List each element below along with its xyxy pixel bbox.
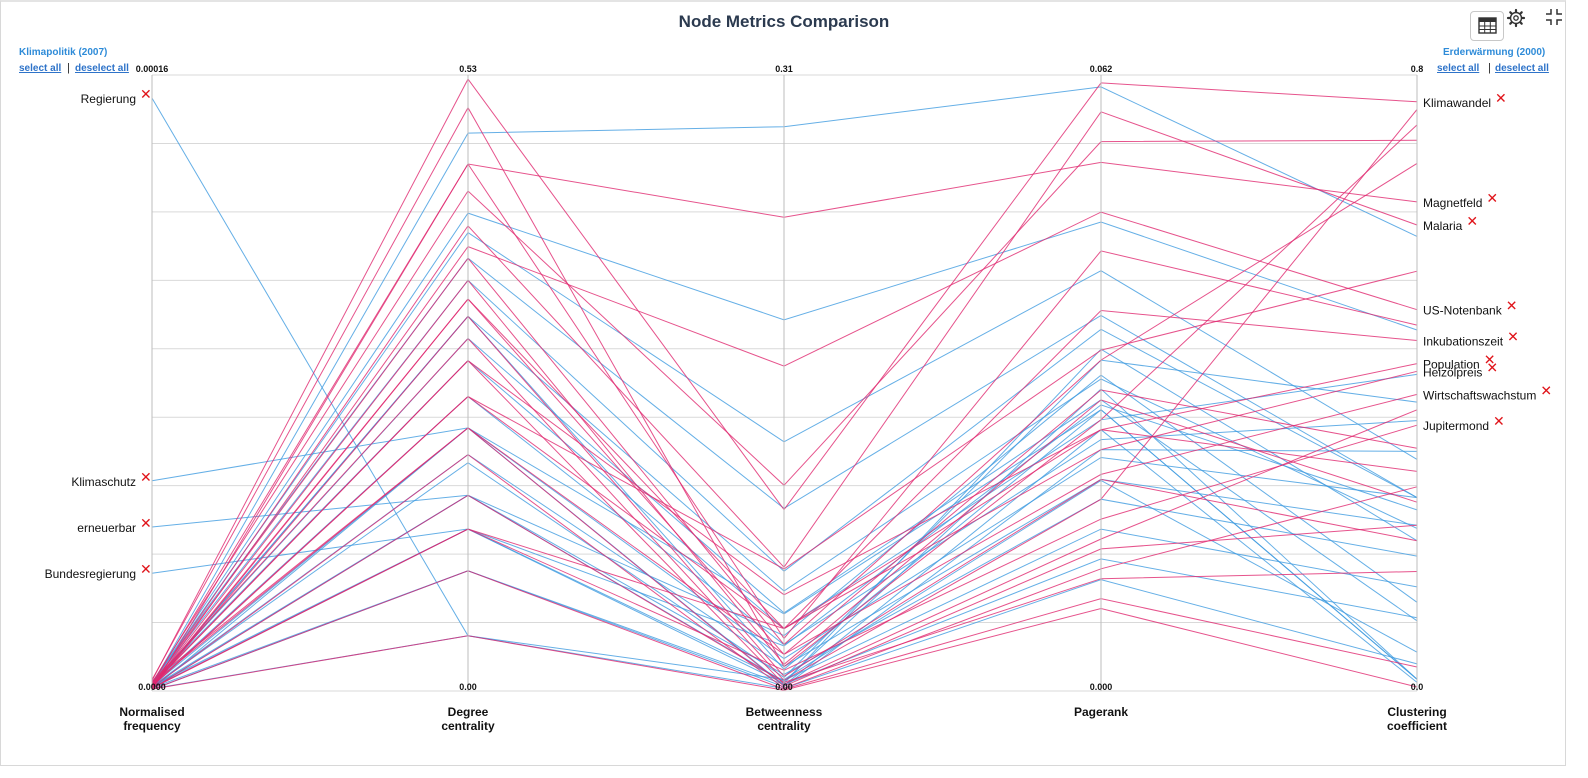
- left-select-all-link[interactable]: select all: [19, 63, 62, 74]
- axis-label: coefficient: [1387, 719, 1447, 733]
- remove-node-button[interactable]: ✕: [140, 86, 152, 102]
- chart-title: Node Metrics Comparison: [678, 12, 890, 31]
- remove-node-button[interactable]: ✕: [1540, 382, 1552, 398]
- node-label: Bundesregierung: [45, 567, 136, 581]
- node-label: Jupitermond: [1423, 419, 1489, 433]
- right-link-separator: |: [1488, 62, 1491, 74]
- axis-max-tick: 0.062: [1090, 64, 1113, 74]
- node-label: Malaria: [1423, 219, 1463, 233]
- axis-min-tick: 0.000: [1090, 682, 1113, 692]
- node-label: Klimaschutz: [71, 475, 136, 489]
- axis-label: centrality: [757, 719, 811, 733]
- right-corpus-label: Erderwärmung (2000): [1443, 47, 1546, 58]
- axis-label: Clustering: [1387, 705, 1446, 719]
- remove-node-button[interactable]: ✕: [1493, 413, 1505, 429]
- remove-node-button[interactable]: ✕: [140, 561, 152, 577]
- axis-min-tick: 0.0000: [138, 682, 166, 692]
- axis-max-tick: 0.8: [1411, 64, 1424, 74]
- axis-max-tick: 0.53: [459, 64, 477, 74]
- remove-node-button[interactable]: ✕: [1495, 90, 1507, 106]
- chart-panel: [0, 0, 1566, 766]
- node-label: Wirtschaftswachstum: [1423, 388, 1536, 402]
- node-label: erneuerbar: [77, 521, 136, 535]
- left-corpus-label: Klimapolitik (2007): [19, 47, 108, 58]
- node-label: Magnetfeld: [1423, 196, 1482, 210]
- left-deselect-all-link[interactable]: deselect all: [75, 63, 129, 74]
- right-select-all-link[interactable]: select all: [1437, 63, 1480, 74]
- exit-fullscreen-icon[interactable]: [1544, 7, 1564, 27]
- remove-node-button[interactable]: ✕: [140, 469, 152, 485]
- table-view-button[interactable]: [1470, 11, 1504, 41]
- node-label: Heizölpreis: [1423, 365, 1482, 379]
- remove-node-button[interactable]: ✕: [1506, 298, 1518, 314]
- axis-min-tick: 0.00: [459, 682, 477, 692]
- table-icon: [1478, 17, 1497, 34]
- axis-max-tick: 0.31: [775, 64, 793, 74]
- remove-node-button[interactable]: ✕: [1486, 190, 1498, 206]
- axis-label: Degree: [448, 705, 489, 719]
- right-deselect-all-link[interactable]: deselect all: [1495, 63, 1549, 74]
- node-label: US-Notenbank: [1423, 304, 1503, 318]
- remove-node-button[interactable]: ✕: [140, 515, 152, 531]
- axis-min-tick: 0.00: [775, 682, 793, 692]
- axis-label: Normalised: [119, 705, 184, 719]
- axis-min-tick: 0.0: [1411, 682, 1424, 692]
- node-label: Population: [1423, 358, 1480, 372]
- remove-node-button[interactable]: ✕: [1486, 359, 1498, 375]
- axis-max-tick: 0.00016: [136, 64, 169, 74]
- parallel-coordinates-chart: 0.000160.0000Normalisedfrequency0.530.00…: [45, 64, 1553, 733]
- node-label: Klimawandel: [1423, 96, 1491, 110]
- remove-node-button[interactable]: ✕: [1484, 352, 1496, 368]
- node-label: Regierung: [81, 92, 136, 106]
- axis-label: Pagerank: [1074, 705, 1128, 719]
- remove-node-button[interactable]: ✕: [1466, 213, 1478, 229]
- node-label: Inkubationszeit: [1423, 334, 1504, 348]
- axis-label: Betweenness: [746, 705, 823, 719]
- remove-node-button[interactable]: ✕: [1507, 328, 1519, 344]
- gear-icon[interactable]: [1506, 8, 1526, 28]
- left-link-separator: |: [67, 62, 70, 74]
- axis-label: frequency: [123, 719, 181, 733]
- axis-label: centrality: [441, 719, 495, 733]
